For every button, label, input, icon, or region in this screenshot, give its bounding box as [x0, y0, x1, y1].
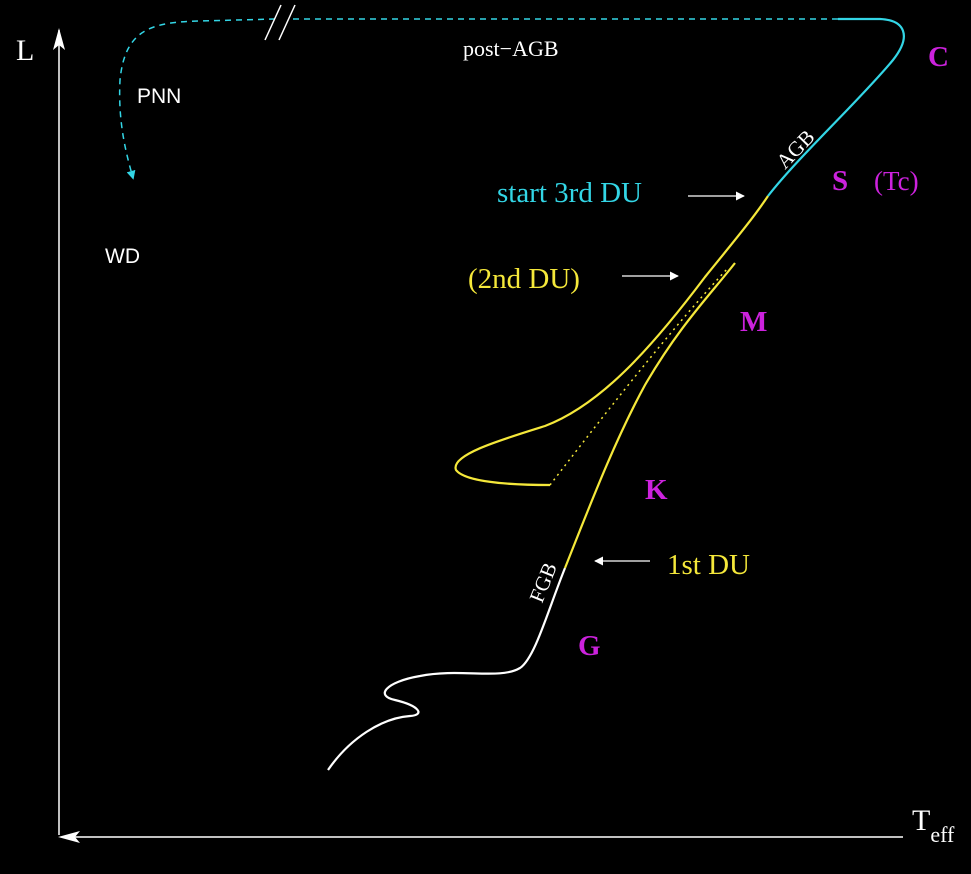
pnn-label: PNN [137, 85, 181, 108]
fgb-track-white [327, 567, 567, 771]
he-flash-dotted [549, 267, 729, 486]
y-axis-label: L [16, 34, 34, 67]
axis-break-marks [264, 4, 296, 41]
x-axis-label-main: T [912, 804, 930, 837]
spectral-tc-label: (Tc) [874, 166, 919, 196]
agb-label: AGB [771, 125, 819, 174]
y-axis-arrowhead [53, 28, 65, 50]
x-axis-arrowhead [58, 831, 80, 843]
hb-loop-track [454, 195, 769, 487]
spectral-g-label: G [578, 630, 601, 662]
agb-track-cyan [767, 17, 905, 197]
first-du-label: 1st DU [667, 549, 750, 581]
second-du-label: (2nd DU) [468, 263, 580, 295]
fgb-track-yellow [563, 262, 736, 569]
axes: L Teff [16, 28, 955, 847]
third-du-label: start 3rd DU [497, 177, 642, 209]
post-agb-dashed-track [118, 18, 838, 178]
spectral-s-label: S [832, 165, 848, 197]
x-axis-label: Teff [912, 804, 955, 847]
x-axis-label-sub: eff [930, 822, 955, 847]
spectral-m-label: M [740, 306, 767, 338]
fgb-label: FGB [524, 559, 562, 606]
spectral-k-label: K [645, 474, 668, 506]
post-agb-label: post−AGB [463, 36, 559, 61]
spectral-c-label: C [928, 41, 949, 73]
wd-label: WD [105, 245, 140, 268]
